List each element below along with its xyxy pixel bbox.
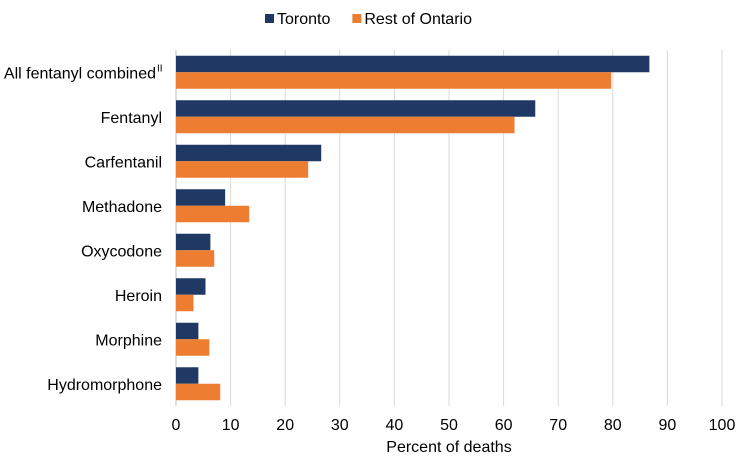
bar-rest-of-ontario xyxy=(176,72,612,89)
x-tick-label: 60 xyxy=(495,417,513,434)
category-superscript: II xyxy=(157,63,163,74)
legend-swatch xyxy=(265,14,274,23)
category-label: Carfentanil xyxy=(85,154,162,171)
bar-toronto xyxy=(176,144,322,162)
bar-rest-of-ontario xyxy=(176,116,515,134)
category-label: All fentanyl combined xyxy=(4,65,156,82)
bar-toronto xyxy=(176,367,199,384)
bar-rest-of-ontario xyxy=(176,161,309,178)
bar-toronto xyxy=(176,100,536,117)
legend-swatch xyxy=(352,14,362,23)
x-tick-label: 0 xyxy=(172,417,181,434)
category-label: Fentanyl xyxy=(101,110,162,127)
x-tick-label: 80 xyxy=(604,417,622,434)
x-tick-label: 100 xyxy=(709,417,736,434)
legend-label: Toronto xyxy=(277,11,330,28)
x-tick-label: 90 xyxy=(659,417,677,434)
bar-toronto xyxy=(176,189,226,206)
x-tick-label: 20 xyxy=(276,417,294,434)
bar-toronto xyxy=(176,322,199,340)
bar-rest-of-ontario xyxy=(176,383,221,401)
x-tick-label: 40 xyxy=(386,417,404,434)
legend: Toronto Rest of Ontario xyxy=(265,11,472,28)
category-label: Oxycodone xyxy=(81,243,162,260)
bar-rest-of-ontario xyxy=(176,339,210,356)
category-labels: All fentanyl combined II Fentanyl Carfentan… xyxy=(4,63,163,394)
category-label: Methadone xyxy=(82,199,162,216)
x-tick-label: 30 xyxy=(331,417,349,434)
category-label: Hydromorphone xyxy=(47,377,162,394)
bar-rest-of-ontario xyxy=(176,250,215,267)
bar-rest-of-ontario xyxy=(176,294,194,312)
x-tick-label: 10 xyxy=(222,417,240,434)
bars xyxy=(176,55,650,401)
bar-toronto xyxy=(176,55,650,73)
x-tick-label: 50 xyxy=(440,417,458,434)
category-label: Morphine xyxy=(95,332,162,349)
bar-toronto xyxy=(176,278,206,295)
category-label: Heroin xyxy=(115,288,162,305)
x-axis-title: Percent of deaths xyxy=(386,439,511,456)
bar-rest-of-ontario xyxy=(176,205,250,223)
bar-toronto xyxy=(176,233,211,251)
x-tick-labels: 0 10 20 30 40 50 60 70 80 90 100 xyxy=(172,417,736,434)
legend-label: Rest of Ontario xyxy=(364,11,472,28)
x-tick-label: 70 xyxy=(549,417,567,434)
